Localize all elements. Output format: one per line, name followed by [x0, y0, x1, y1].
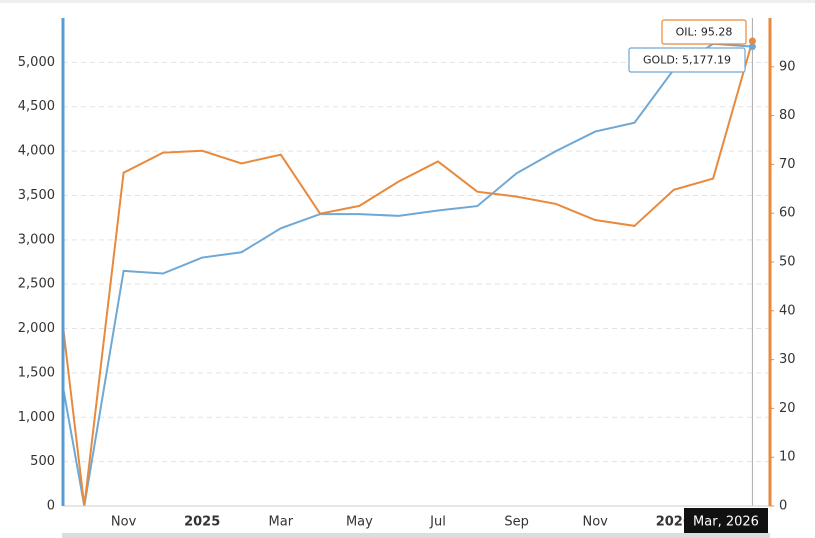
y-tick-label: 3,500: [18, 188, 55, 203]
x-tick-label: 2025: [184, 515, 220, 530]
hover-point: [748, 37, 756, 45]
y2-tick-label: 0: [779, 499, 787, 514]
y-tick-label: 3,000: [18, 232, 55, 247]
y2-tick-label: 50: [779, 255, 796, 270]
x-tick-label: May: [346, 515, 373, 530]
top-border: [0, 0, 815, 3]
x-tick-label: Jul: [429, 515, 446, 530]
y-tick-label: 5,000: [18, 55, 55, 70]
tooltip-text: OIL: 95.28: [676, 26, 733, 39]
x-tick-label: Mar: [269, 515, 294, 530]
y2-tick-label: 40: [779, 303, 796, 318]
y2-tick-label: 70: [779, 157, 796, 172]
y-tick-label: 4,500: [18, 99, 55, 114]
y-tick-label: 2,500: [18, 277, 55, 292]
y-tick-label: 1,500: [18, 365, 55, 380]
x-tick-label: Nov: [583, 515, 609, 530]
x-tick-label: Sep: [504, 515, 529, 530]
y-tick-label: 2,000: [18, 321, 55, 336]
tooltip-box: [628, 47, 746, 73]
x-tick-label: Nov: [111, 515, 137, 530]
scrollbar[interactable]: [62, 533, 770, 538]
y-tick-label: 500: [30, 454, 55, 469]
y2-tick-label: 80: [779, 108, 796, 123]
x-tooltip-text: Mar, 2026: [693, 515, 759, 530]
y2-tick-label: 10: [779, 450, 796, 465]
tooltip-text: GOLD: 5,177.19: [643, 54, 731, 67]
tooltip-box: [661, 19, 747, 45]
hover-point: [748, 43, 756, 51]
x-tooltip-box: [684, 508, 768, 535]
y2-tick-label: 60: [779, 206, 796, 221]
series-line: [63, 40, 754, 507]
y2-tick-label: 30: [779, 352, 796, 367]
y2-tick-label: 90: [779, 59, 796, 74]
series-line: [63, 42, 753, 507]
y-tick-label: 4,000: [18, 144, 55, 159]
y2-tick-label: 20: [779, 401, 796, 416]
y-tick-label: 1,000: [18, 410, 55, 425]
y-tick-label: 0: [47, 499, 55, 514]
x-tick-label: 2026: [656, 515, 692, 530]
